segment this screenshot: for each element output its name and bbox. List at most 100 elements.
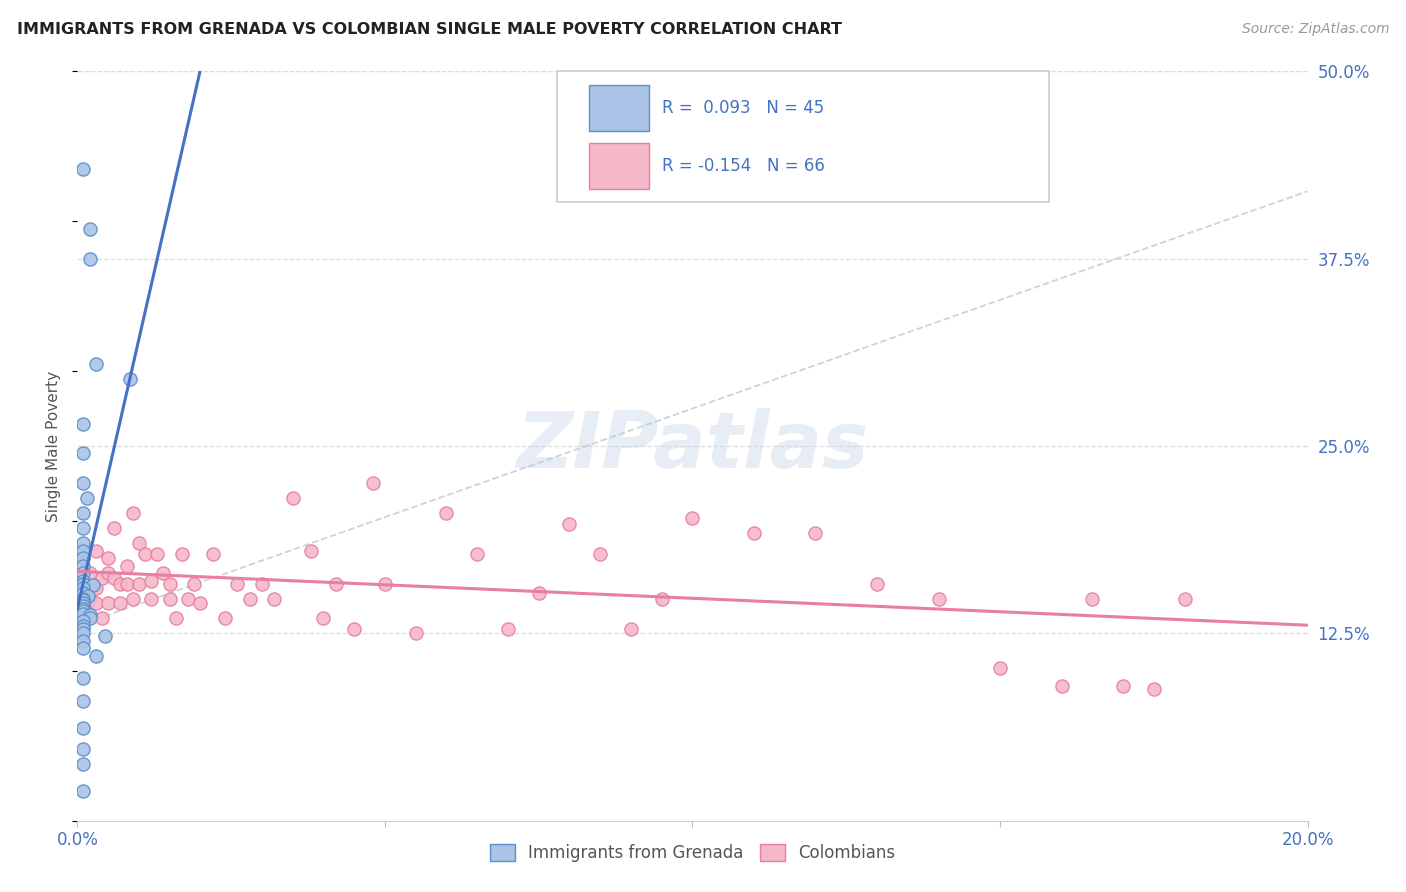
Point	[325, 577, 347, 591]
Point	[79, 566, 101, 581]
FancyBboxPatch shape	[589, 143, 650, 189]
Point	[121, 507, 143, 521]
Point	[72, 756, 94, 771]
Point	[281, 491, 304, 506]
Point	[84, 544, 107, 558]
Point	[299, 544, 322, 558]
Point	[90, 571, 114, 585]
Point	[72, 577, 94, 591]
Point	[72, 602, 94, 616]
Y-axis label: Single Male Poverty: Single Male Poverty	[46, 370, 62, 522]
Point	[72, 619, 94, 633]
Point	[84, 648, 107, 663]
Point	[558, 516, 581, 531]
Point	[72, 607, 94, 621]
Point	[72, 721, 94, 735]
Point	[84, 582, 107, 596]
Point	[141, 574, 163, 588]
Point	[374, 577, 396, 591]
Point	[128, 577, 150, 591]
Point	[90, 611, 114, 625]
Point	[110, 577, 132, 591]
Point	[72, 626, 94, 640]
Point	[620, 622, 643, 636]
Text: R =  0.093   N = 45: R = 0.093 N = 45	[662, 99, 824, 117]
Point	[76, 491, 98, 506]
Point	[312, 611, 335, 625]
Point	[79, 611, 101, 625]
Point	[263, 591, 285, 606]
Point	[928, 591, 950, 606]
Point	[134, 547, 156, 561]
Point	[97, 551, 120, 566]
Point	[72, 633, 94, 648]
Point	[72, 783, 94, 797]
Point	[72, 694, 94, 708]
Point	[72, 741, 94, 756]
Point	[72, 591, 94, 606]
Point	[226, 577, 249, 591]
Point	[84, 596, 107, 610]
Point	[152, 566, 174, 581]
Point	[72, 593, 94, 607]
Point	[250, 577, 273, 591]
FancyBboxPatch shape	[589, 85, 650, 131]
Point	[103, 571, 125, 585]
Point	[146, 547, 169, 561]
Point	[79, 221, 101, 235]
Point	[121, 591, 143, 606]
Point	[72, 507, 94, 521]
Point	[361, 476, 384, 491]
Point	[1081, 591, 1104, 606]
Point	[115, 558, 138, 573]
Point	[72, 536, 94, 550]
Point	[183, 577, 205, 591]
Point	[94, 629, 117, 643]
Point	[527, 586, 550, 600]
Text: ZIPatlas: ZIPatlas	[516, 408, 869, 484]
Point	[72, 615, 94, 629]
Point	[97, 596, 120, 610]
Point	[866, 577, 889, 591]
Point	[165, 611, 187, 625]
Point	[72, 586, 94, 600]
Point	[72, 558, 94, 573]
Point	[115, 577, 138, 591]
Point	[436, 507, 458, 521]
Point	[682, 511, 704, 525]
Point	[72, 574, 94, 588]
Point	[72, 671, 94, 685]
Point	[72, 641, 94, 656]
Text: IMMIGRANTS FROM GRENADA VS COLOMBIAN SINGLE MALE POVERTY CORRELATION CHART: IMMIGRANTS FROM GRENADA VS COLOMBIAN SIN…	[17, 22, 842, 37]
Point	[72, 599, 94, 614]
Point	[128, 536, 150, 550]
Point	[82, 578, 104, 592]
Point	[141, 591, 163, 606]
Point	[72, 446, 94, 460]
Point	[72, 161, 94, 176]
Point	[72, 521, 94, 535]
Text: R = -0.154   N = 66: R = -0.154 N = 66	[662, 157, 824, 175]
Point	[742, 525, 765, 540]
Point	[589, 547, 612, 561]
Legend: Immigrants from Grenada, Colombians: Immigrants from Grenada, Colombians	[482, 837, 903, 869]
Point	[72, 604, 94, 618]
Point	[1174, 591, 1197, 606]
Point	[159, 577, 181, 591]
Point	[343, 622, 366, 636]
Point	[159, 591, 181, 606]
Point	[651, 591, 673, 606]
Point	[72, 582, 94, 596]
Point	[79, 608, 101, 623]
Point	[405, 626, 427, 640]
Point	[72, 582, 94, 596]
Point	[77, 589, 100, 603]
Point	[72, 622, 94, 636]
Text: Source: ZipAtlas.com: Source: ZipAtlas.com	[1241, 22, 1389, 37]
Point	[79, 252, 101, 266]
Point	[988, 661, 1011, 675]
Point	[214, 611, 236, 625]
Point	[1050, 679, 1073, 693]
Point	[97, 566, 120, 581]
Point	[188, 596, 212, 610]
